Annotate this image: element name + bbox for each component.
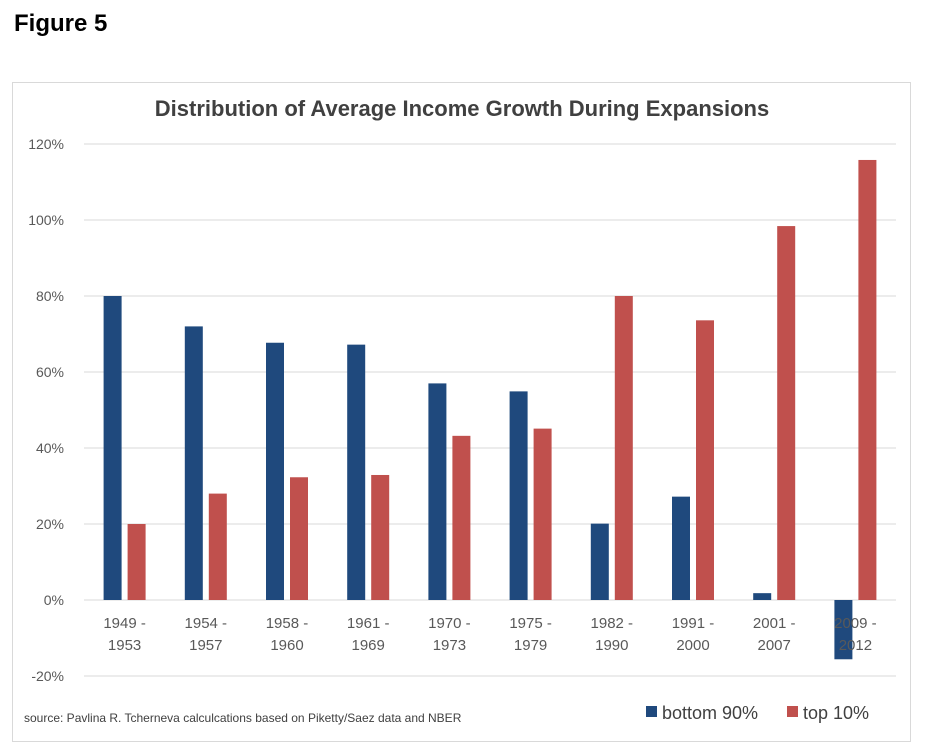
legend: bottom 90% top 10% [646, 703, 869, 723]
y-tick-label: 0% [44, 592, 64, 608]
y-tick-label: -20% [31, 668, 64, 684]
x-tick-label: 1958 - [266, 615, 309, 632]
x-tick-label: 1961 - [347, 615, 390, 632]
bar-bottom-90 [672, 496, 690, 600]
bar-top-10 [208, 493, 227, 600]
chart-frame [12, 82, 911, 742]
bar-top-10 [290, 477, 308, 600]
y-tick-label: 120% [28, 136, 64, 152]
x-tick-label: 2009 - [834, 615, 877, 632]
x-tick-label: 2001 - [753, 615, 796, 632]
bar-top-10 [614, 296, 633, 600]
x-tick-label: 1953 [108, 637, 141, 654]
x-tick-label: 1990 [595, 637, 628, 654]
chart-title: Distribution of Average Income Growth Du… [155, 96, 769, 121]
x-tick-label: 1960 [270, 637, 303, 654]
source-note: source: Pavlina R. Tcherneva calculcatio… [24, 711, 462, 725]
bar-bottom-90 [428, 383, 447, 600]
legend-label: bottom 90% [662, 703, 758, 723]
y-tick-label: 20% [36, 516, 64, 532]
x-tick-label: 1991 - [672, 615, 715, 632]
x-tick-label: 1957 [189, 637, 222, 654]
bar-bottom-90 [103, 296, 122, 600]
x-tick-label: 2000 [676, 637, 709, 654]
x-tick-label: 1982 - [591, 615, 634, 632]
bar-bottom-90 [266, 342, 284, 600]
x-tick-label: 2012 [839, 637, 872, 654]
x-tick-label: 2007 [758, 637, 791, 654]
bar-bottom-90 [753, 593, 772, 600]
x-tick-label: 1973 [433, 637, 466, 654]
bar-bottom-90 [509, 391, 528, 600]
gridlines [84, 143, 896, 677]
y-tick-label: 40% [36, 440, 64, 456]
legend-swatch [787, 706, 798, 717]
bar-bottom-90 [184, 326, 203, 600]
x-tick-label: 1969 [352, 637, 385, 654]
bar-top-10 [696, 320, 714, 600]
y-axis-ticks: -20% 0% 20% 40% 60% 80% 100% 120% [28, 136, 64, 684]
x-tick-label: 1954 - [185, 615, 228, 632]
x-tick-label: 1975 - [509, 615, 552, 632]
bar-top-10 [452, 435, 471, 600]
bar-bottom-90 [347, 344, 366, 600]
legend-label: top 10% [803, 703, 869, 723]
x-tick-label: 1949 - [103, 615, 146, 632]
bar-top-10 [127, 524, 146, 600]
y-tick-label: 100% [28, 212, 64, 228]
x-axis-labels: 1949 - 1953 1954 - 1957 1958 - 1960 1961 - 1969… [103, 615, 876, 654]
legend-swatch [646, 706, 657, 717]
x-tick-label: 1979 [514, 637, 547, 654]
bar-bottom-90 [590, 523, 609, 600]
bar-bottom-90 [834, 600, 853, 660]
bar-top-10 [533, 428, 552, 600]
x-tick-label: 1970 - [428, 615, 471, 632]
bar-top-10 [858, 159, 877, 600]
figure-label: Figure 5 [14, 10, 108, 37]
bars [103, 159, 877, 660]
y-tick-label: 60% [36, 364, 64, 380]
bar-top-10 [371, 474, 390, 600]
bar-top-10 [777, 226, 796, 600]
y-tick-label: 80% [36, 288, 64, 304]
